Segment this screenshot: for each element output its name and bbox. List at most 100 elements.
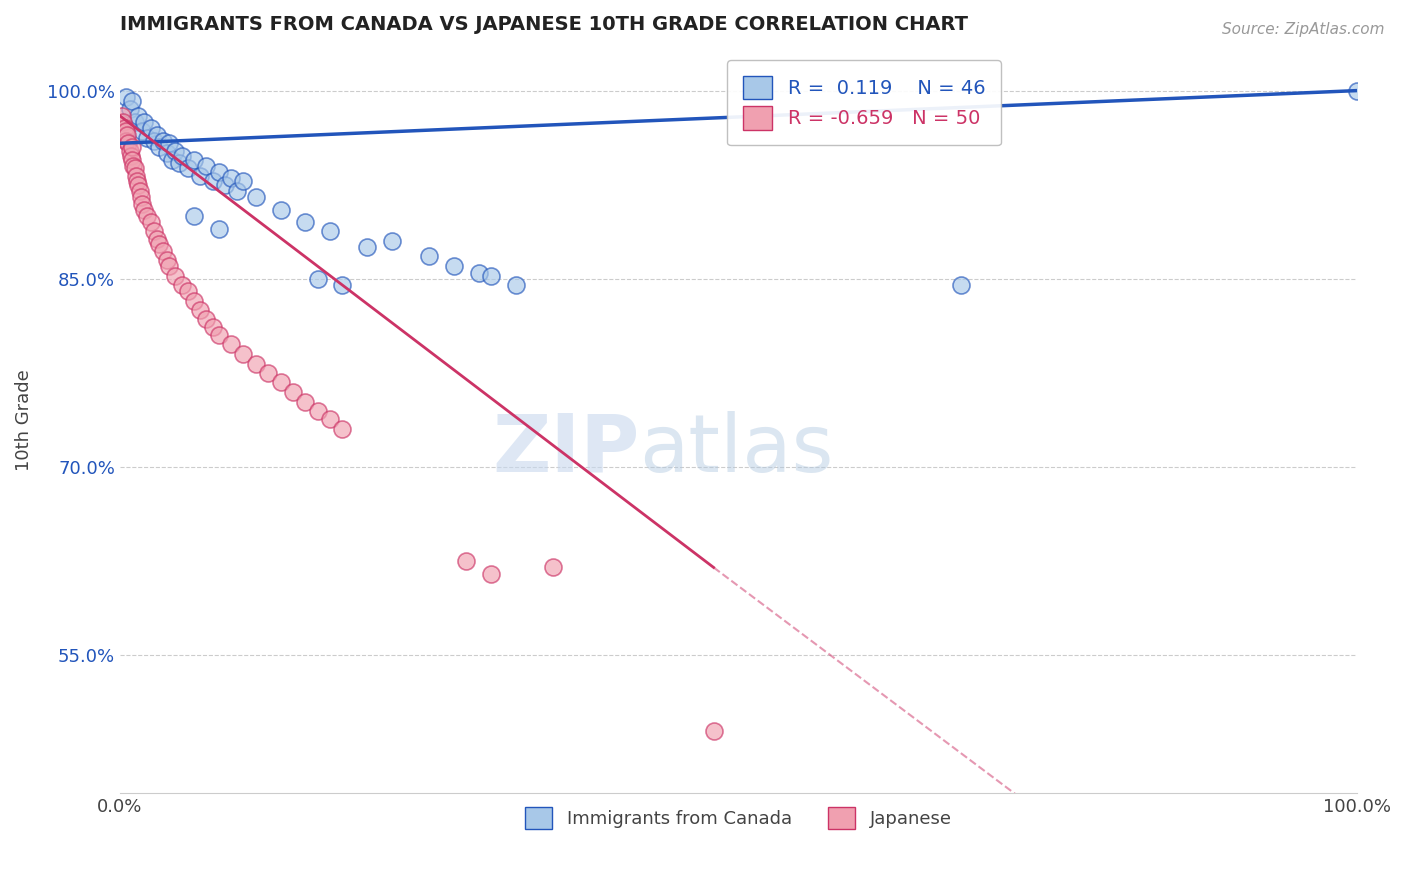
Point (467, 266, 489, 280)
Point (214, 178, 236, 192)
Point (125, 174, 148, 188)
Point (257, 366, 280, 380)
Point (131, 196, 153, 211)
Point (167, 156, 190, 170)
Legend: Immigrants from Canada, Japanese: Immigrants from Canada, Japanese (517, 800, 959, 837)
Point (703, 723, 725, 738)
Point (115, 134, 138, 148)
Point (165, 269, 187, 284)
Point (157, 136, 180, 151)
Point (1346, 84, 1368, 98)
Point (201, 174, 224, 188)
Point (208, 328, 231, 343)
Text: IMMIGRANTS FROM CANADA VS JAPANESE 10TH GRADE CORRELATION CHART: IMMIGRANTS FROM CANADA VS JAPANESE 10TH … (120, 15, 967, 34)
Point (120, 149, 142, 163)
Point (232, 347, 254, 361)
Point (332, 278, 354, 293)
Point (165, 144, 187, 158)
Point (160, 153, 183, 167)
Point (152, 134, 174, 148)
Point (128, 184, 150, 198)
Point (139, 215, 162, 229)
Point (125, 169, 148, 183)
Point (118, 103, 141, 117)
Point (188, 303, 211, 318)
Text: ZIP: ZIP (492, 411, 640, 489)
Point (219, 337, 242, 351)
Point (121, 140, 143, 154)
Point (332, 422, 354, 436)
Point (115, 90, 138, 104)
Point (115, 124, 138, 138)
Point (118, 144, 141, 158)
Point (443, 260, 465, 274)
Point (226, 184, 249, 198)
Point (134, 115, 156, 129)
Point (152, 244, 174, 259)
Point (201, 319, 224, 334)
Point (281, 384, 304, 399)
Point (245, 190, 267, 204)
Point (232, 174, 254, 188)
Point (143, 224, 166, 238)
Point (208, 221, 231, 235)
Point (115, 128, 138, 142)
Point (319, 412, 342, 426)
Point (121, 94, 143, 108)
Point (183, 294, 205, 309)
Point (505, 278, 527, 293)
Point (127, 178, 149, 192)
Point (319, 224, 342, 238)
Point (148, 140, 170, 154)
Point (356, 240, 378, 254)
Point (177, 161, 200, 176)
Point (117, 136, 139, 151)
Point (124, 161, 146, 176)
Point (124, 115, 146, 129)
Point (134, 202, 156, 217)
Point (183, 209, 205, 223)
Text: atlas: atlas (640, 411, 834, 489)
Point (127, 109, 149, 123)
Point (418, 249, 440, 263)
Point (136, 209, 159, 223)
Point (219, 171, 242, 186)
Point (381, 234, 404, 248)
Point (148, 236, 170, 251)
Point (195, 159, 218, 173)
Point (208, 165, 231, 179)
Point (146, 232, 169, 246)
Point (131, 124, 153, 138)
Y-axis label: 10th Grade: 10th Grade (15, 369, 32, 471)
Point (112, 115, 135, 129)
Point (245, 357, 267, 371)
Point (541, 560, 564, 574)
Point (294, 215, 316, 229)
Point (307, 272, 329, 286)
Point (170, 278, 193, 293)
Point (170, 149, 193, 163)
Point (479, 269, 502, 284)
Point (146, 128, 169, 142)
Point (270, 375, 292, 389)
Point (479, 566, 502, 581)
Point (307, 403, 329, 417)
Text: Source: ZipAtlas.com: Source: ZipAtlas.com (1222, 22, 1385, 37)
Point (456, 554, 478, 568)
Point (121, 153, 143, 167)
Point (111, 109, 134, 123)
Point (950, 278, 973, 293)
Point (183, 153, 205, 167)
Point (294, 394, 316, 409)
Point (143, 134, 166, 148)
Point (114, 121, 136, 136)
Point (188, 169, 211, 183)
Point (136, 131, 159, 145)
Point (177, 285, 200, 299)
Point (156, 146, 179, 161)
Point (139, 121, 162, 136)
Point (129, 190, 152, 204)
Point (156, 252, 179, 267)
Point (195, 312, 218, 326)
Point (270, 202, 292, 217)
